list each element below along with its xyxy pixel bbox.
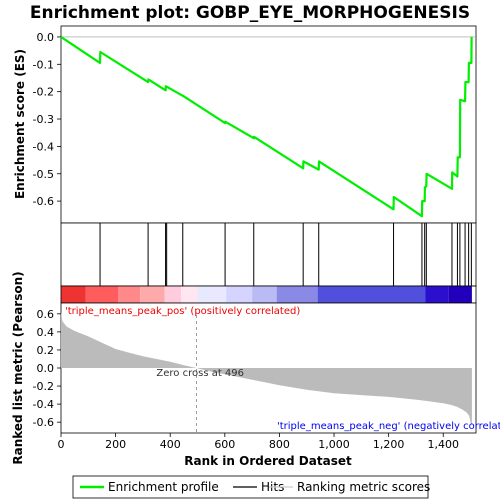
- x-tick-label: 1,400: [427, 438, 459, 451]
- x-tick-label: 1,200: [373, 438, 405, 451]
- es-y-tick-label: -0.3: [33, 113, 54, 126]
- color-bar-segment: [140, 286, 165, 303]
- metric-y-tick-label: 0.2: [37, 344, 55, 357]
- ranking-metric-area: [61, 312, 472, 426]
- x-tick-label: 0: [58, 438, 65, 451]
- metric-y-tick-label: -0.4: [33, 398, 54, 411]
- color-bar-segment: [425, 286, 449, 303]
- metric-panel: Zero cross at 496 'triple_means_peak_pos…: [11, 271, 500, 468]
- metric-y-tick-label: 0.6: [37, 308, 55, 321]
- color-bar-segment: [118, 286, 141, 303]
- metric-x-ticks: 0 200 400 600 800 1,000 1,200 1,400: [58, 433, 459, 451]
- color-bar-segment: [181, 286, 198, 303]
- es-y-tick-label: -0.5: [33, 168, 54, 181]
- positive-correlation-label: 'triple_means_peak_pos' (positively corr…: [65, 306, 300, 317]
- metric-y-tick-label: 0.0: [37, 362, 55, 375]
- metric-y-tick-label: -0.2: [33, 380, 54, 393]
- color-bar-segment: [61, 286, 86, 303]
- x-tick-label: 600: [214, 438, 235, 451]
- es-y-tick-label: -0.2: [33, 86, 54, 99]
- metric-y-ticks: 0.6 0.4 0.2 0.0 -0.2 -0.4 -0.6: [33, 308, 61, 429]
- negative-correlation-label: 'triple_means_peak_neg' (negatively corr…: [277, 421, 500, 432]
- x-axis-label: Rank in Ordered Dataset: [184, 454, 352, 468]
- es-panel-frame: [60, 25, 477, 224]
- es-y-tick-label: -0.6: [33, 195, 54, 208]
- chart-title: Enrichment plot: GOBP_EYE_MORPHOGENESIS: [30, 3, 470, 23]
- color-bar-segment: [164, 286, 182, 303]
- es-y-tick-label: -0.1: [33, 58, 54, 71]
- color-bar-segment: [226, 286, 253, 303]
- color-bar-segment: [317, 286, 426, 303]
- hit-lines: [99, 223, 472, 286]
- color-bar-segment: [85, 286, 119, 303]
- rank-color-bar: [61, 286, 472, 303]
- metric-y-axis-label: Ranked list metric (Pearson): [11, 271, 25, 464]
- zero-cross-label: Zero cross at 496: [156, 368, 244, 379]
- es-panel: 0.0 -0.1 -0.2 -0.3 -0.4 -0.5 -0.6 Enrichment s…: [13, 25, 477, 224]
- legend-label-enrichment-profile: Enrichment profile: [108, 480, 219, 494]
- color-bar-segment: [276, 286, 318, 303]
- legend: Enrichment profile Hits Ranking metric s…: [72, 475, 430, 499]
- es-y-axis-label: Enrichment score (ES): [13, 49, 27, 199]
- metric-y-tick-label: 0.4: [37, 326, 55, 339]
- es-y-ticks: 0.0 -0.1 -0.2 -0.3 -0.4 -0.5 -0.6: [33, 31, 61, 208]
- x-tick-label: 200: [105, 438, 126, 451]
- x-tick-label: 1,000: [318, 438, 350, 451]
- es-y-tick-label: -0.4: [33, 140, 54, 153]
- x-tick-label: 800: [269, 438, 290, 451]
- legend-label-ranking-metric: Ranking metric scores: [297, 480, 430, 494]
- metric-y-tick-label: -0.6: [33, 416, 54, 429]
- hits-panel-frame: [60, 222, 477, 287]
- enrichment-profile-line: [60, 35, 473, 218]
- color-bar-segment: [252, 286, 277, 303]
- color-bar-segment: [197, 286, 227, 303]
- es-y-tick-label: 0.0: [37, 31, 55, 44]
- x-tick-label: 400: [160, 438, 181, 451]
- hits-panel: [60, 222, 477, 287]
- color-bar-segment: [448, 286, 472, 303]
